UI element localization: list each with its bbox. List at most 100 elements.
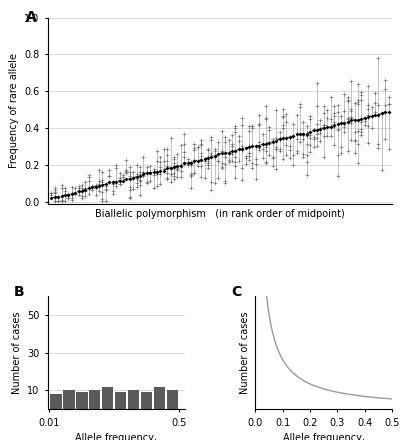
Point (113, 178, 119, 185)
Point (144, 180, 150, 187)
Point (174, 163, 181, 170)
Point (351, 128, 358, 135)
Point (48, 189, 55, 196)
Y-axis label: Frequency of rare allele: Frequency of rare allele (9, 53, 19, 168)
Point (290, 151, 296, 158)
Point (65, 193, 72, 200)
Point (89, 182, 96, 189)
Point (198, 162, 204, 169)
Point (58, 198, 65, 205)
Point (270, 163, 276, 170)
Point (205, 161, 211, 169)
Point (280, 122, 286, 129)
Point (96, 182, 102, 189)
Point (276, 134, 283, 141)
Point (52, 187, 58, 194)
Point (198, 152, 204, 159)
Point (184, 156, 191, 163)
Point (72, 189, 78, 196)
Point (242, 145, 249, 152)
Point (239, 177, 245, 184)
Point (171, 172, 177, 180)
Point (256, 145, 262, 152)
Point (79, 193, 85, 200)
Point (62, 187, 68, 194)
Point (304, 171, 310, 178)
Point (113, 183, 119, 190)
Point (259, 145, 266, 152)
Point (184, 161, 191, 169)
Point (287, 134, 293, 141)
Point (137, 192, 143, 199)
Point (188, 184, 194, 191)
Point (154, 147, 160, 154)
Point (154, 169, 160, 176)
Point (276, 135, 283, 142)
Point (307, 128, 314, 136)
Point (375, 102, 382, 109)
Point (82, 187, 89, 194)
Point (362, 118, 368, 125)
Point (321, 154, 327, 161)
Point (191, 157, 198, 164)
Point (252, 175, 259, 182)
Point (188, 162, 194, 169)
Point (368, 103, 375, 110)
Point (72, 185, 78, 192)
Point (334, 102, 341, 109)
Point (344, 114, 351, 121)
Point (273, 138, 279, 145)
Point (110, 178, 116, 185)
Point (96, 181, 102, 188)
Point (385, 94, 392, 101)
Point (92, 192, 99, 199)
Point (157, 170, 164, 177)
Point (344, 147, 351, 154)
Point (202, 155, 208, 162)
Point (120, 173, 126, 180)
Point (218, 164, 225, 171)
Point (348, 119, 354, 126)
Point (348, 77, 354, 84)
Point (92, 185, 99, 192)
Point (113, 161, 119, 168)
Bar (128, 390, 140, 409)
Point (137, 173, 143, 180)
Point (208, 154, 215, 161)
Point (263, 159, 269, 166)
Point (126, 194, 133, 201)
Point (116, 180, 123, 187)
Point (270, 155, 276, 162)
Point (103, 185, 109, 192)
Point (314, 131, 320, 138)
X-axis label: Allele frequency,
$\it{cis}$-regulatory: Allele frequency, $\it{cis}$-regulatory (75, 433, 157, 440)
Point (58, 192, 65, 199)
Point (358, 96, 364, 103)
Point (249, 122, 256, 129)
Point (79, 194, 85, 201)
Point (372, 89, 378, 96)
Point (341, 124, 348, 131)
Point (126, 186, 133, 193)
Y-axis label: Number of cases: Number of cases (240, 312, 250, 394)
Point (86, 172, 92, 179)
Point (110, 179, 116, 186)
Point (232, 158, 238, 165)
Point (215, 157, 222, 164)
Point (314, 135, 320, 142)
Point (171, 163, 177, 170)
Point (351, 137, 358, 144)
Point (188, 172, 194, 180)
Point (178, 168, 184, 175)
Point (259, 131, 266, 138)
Point (232, 154, 238, 161)
Point (328, 124, 334, 131)
Point (52, 190, 58, 197)
Point (140, 170, 146, 177)
Point (89, 185, 96, 192)
Point (157, 168, 164, 175)
Bar (167, 390, 178, 409)
Point (140, 172, 146, 179)
Point (344, 116, 351, 123)
Point (334, 173, 341, 180)
